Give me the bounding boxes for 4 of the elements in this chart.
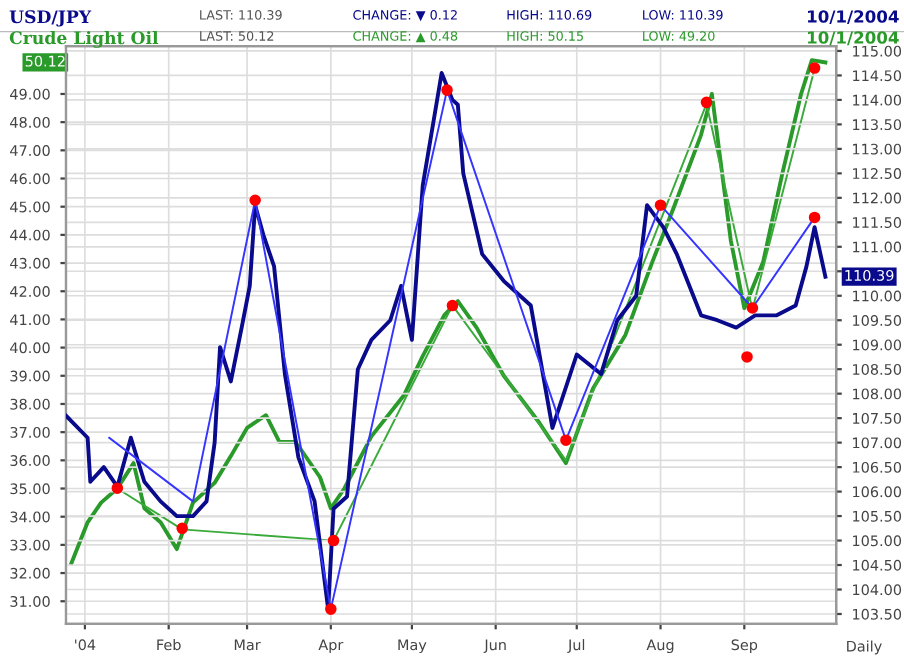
text: USD/JPY xyxy=(9,10,92,27)
text: 10/1/2004 xyxy=(808,10,899,25)
text: Crude Light Oil xyxy=(9,30,159,48)
text: 10/1/2004 xyxy=(808,31,899,46)
